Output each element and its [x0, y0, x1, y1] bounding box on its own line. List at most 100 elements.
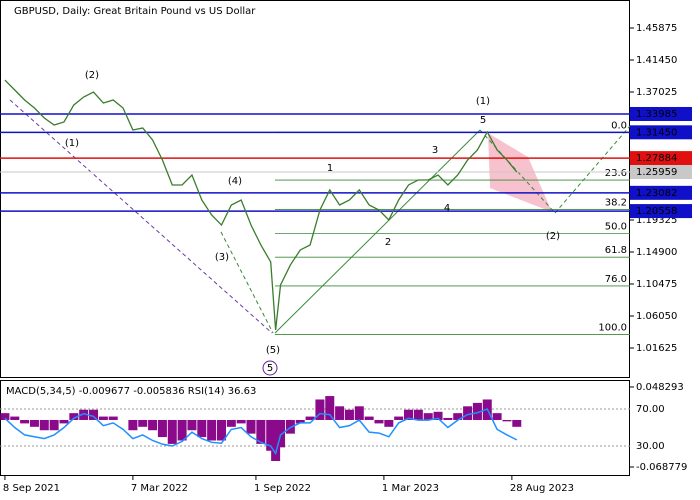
indicator-panel: [0, 380, 630, 476]
wave-label: 3: [432, 145, 438, 156]
macd-bar: [10, 416, 20, 420]
macd-bar: [246, 419, 256, 434]
wave-label: 2: [385, 237, 391, 248]
macd-bar: [216, 419, 226, 441]
wave-circle: [262, 360, 278, 376]
y-tick-label: 1.19325: [636, 215, 677, 226]
macd-bar: [148, 419, 158, 431]
macd-bar: [79, 409, 89, 420]
level-label: 1.33985: [636, 109, 677, 120]
level-box: [630, 204, 692, 219]
macd-bar: [453, 413, 463, 420]
macd-bar: [157, 419, 167, 438]
x-tick-label: 1 Sep 2022: [254, 483, 311, 494]
indicator-title: MACD(5,34,5) -0.009677 -0.005836 RSI(14)…: [6, 386, 256, 397]
macd-bar: [256, 419, 266, 444]
macd-bar: [344, 409, 354, 420]
macd-bar: [492, 413, 502, 420]
macd-bar: [502, 419, 512, 422]
macd-bar: [335, 406, 345, 420]
macd-bar: [512, 419, 522, 427]
macd-bar: [197, 419, 207, 438]
fib-label: 50.0: [605, 221, 627, 232]
macd-bar: [39, 419, 49, 431]
macd-bar: [433, 411, 443, 420]
y-tick-label: 0.048293: [636, 382, 684, 393]
macd-bar: [472, 402, 482, 420]
fib-label: 76.0: [605, 274, 627, 285]
macd-bar: [49, 419, 59, 431]
macd-bar: [354, 406, 364, 420]
wave-label: (5): [266, 345, 280, 356]
x-tick-label: 1 Mar 2023: [382, 483, 439, 494]
level-label: 1.23082: [636, 188, 677, 199]
macd-bar: [295, 419, 305, 424]
y2-tick-label: 70.00: [636, 404, 665, 415]
macd-bar: [266, 419, 276, 451]
macd-bar: [108, 416, 118, 420]
y-tick-label: 1.41450: [636, 55, 677, 66]
y-tick-label: 1.01625: [636, 343, 677, 354]
macd-bar: [236, 419, 246, 424]
y-tick-label: 1.06050: [636, 311, 677, 322]
y2-tick-label: 30.00: [636, 441, 665, 452]
trend-line: [274, 129, 481, 334]
macd-bar: [394, 416, 404, 420]
wave-label: (1): [476, 96, 490, 107]
wave-label: 5: [480, 115, 486, 126]
macd-bar: [463, 406, 473, 420]
level-box: [630, 125, 692, 140]
x-tick-label: 28 Aug 2023: [510, 483, 574, 494]
wave-label: (4): [228, 176, 242, 187]
macd-bar: [177, 419, 187, 441]
wave-label: 5: [267, 363, 273, 374]
macd-bar: [443, 417, 453, 420]
macd-bar: [29, 419, 39, 427]
trend-line: [220, 231, 274, 334]
trend-line: [9, 99, 273, 334]
fib-label: 61.8: [605, 245, 627, 256]
macd-bar: [187, 419, 197, 431]
level-box: [630, 151, 692, 166]
macd-bar: [404, 409, 414, 420]
wave-label: (2): [85, 70, 99, 81]
macd-bar: [374, 419, 384, 424]
macd-bar: [167, 419, 177, 444]
wave-label: (2): [546, 231, 560, 242]
rsi-line: [4, 408, 518, 456]
level-box: [630, 165, 692, 180]
macd-bar: [69, 413, 79, 420]
y-tick-label: 1.45875: [636, 23, 677, 34]
wave-label: 4: [444, 203, 450, 214]
y-tick-label: 1.14900: [636, 247, 677, 258]
macd-bar: [305, 416, 315, 420]
wave-label: (1): [65, 138, 79, 149]
y-tick-label: 1.37025: [636, 87, 677, 98]
x-tick-label: 7 Mar 2022: [131, 483, 188, 494]
fib-label: 0.0: [611, 120, 627, 131]
trend-line: [479, 129, 556, 214]
macd-bar: [59, 419, 69, 424]
macd-bar: [128, 419, 138, 431]
price-line: [4, 79, 518, 331]
level-box: [630, 185, 692, 200]
trend-line: [554, 125, 631, 214]
macd-bar: [276, 419, 286, 448]
macd-bar: [138, 419, 148, 427]
macd-bar: [315, 399, 325, 420]
macd-bar: [413, 409, 423, 420]
macd-bar: [0, 413, 10, 420]
level-label: 1.20558: [636, 206, 677, 217]
level-box: [630, 106, 692, 121]
wave-label: (3): [215, 252, 229, 263]
y-tick-label: 1.10475: [636, 279, 677, 290]
level-label: 1.31450: [636, 127, 677, 138]
macd-bar: [384, 419, 394, 427]
macd-bar: [207, 419, 217, 441]
x-tick-label: 8 Sep 2021: [3, 483, 60, 494]
macd-bar: [226, 419, 236, 427]
wave-label: 1: [327, 163, 333, 174]
macd-bar: [20, 419, 30, 424]
fib-label: 38.2: [605, 198, 627, 209]
